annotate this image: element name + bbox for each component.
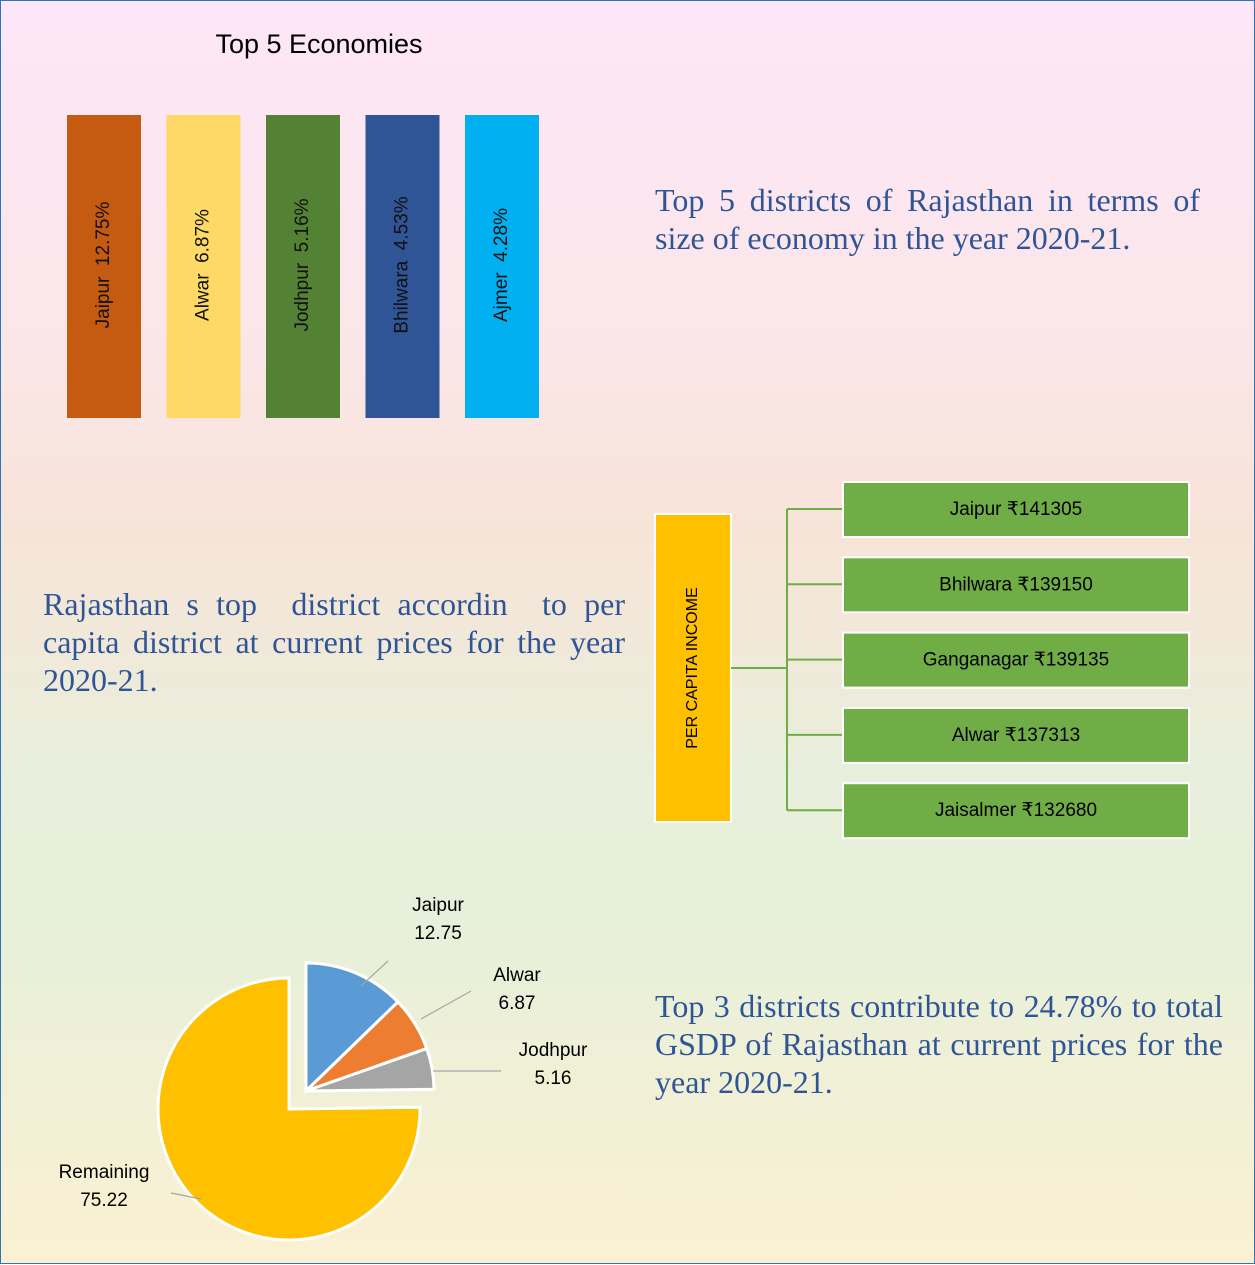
- economy-label: Jaipur 12.75%: [93, 202, 114, 329]
- pie-slice: [305, 1046, 436, 1093]
- economy-box: [266, 115, 340, 418]
- pie-label: Jaipur: [412, 895, 464, 916]
- description: Rajasthan s top district accordin to per…: [43, 586, 633, 698]
- pie-label: Jodhpur: [519, 1040, 588, 1061]
- pie-slice: [304, 961, 401, 1095]
- node-label: Alwar ₹137313: [952, 725, 1080, 746]
- node-label: Ganganagar ₹139135: [923, 650, 1109, 671]
- pie-value: 5.16: [535, 1068, 572, 1089]
- node-box: [842, 706, 1190, 764]
- economy-box: [166, 115, 241, 418]
- node-box: [842, 481, 1190, 538]
- economy-label: Jodhpur 5.16%: [292, 198, 313, 331]
- pie-slice: [156, 976, 422, 1242]
- description: Top 5 districts of Rajasthan in terms of…: [655, 182, 1200, 256]
- node-label: Jaisalmer ₹132680: [935, 800, 1097, 821]
- section-title: Top 5 Economies: [215, 29, 422, 59]
- description: Top 3 districts contribute to 24.78% to …: [655, 988, 1223, 1100]
- pie-label: Remaining: [59, 1162, 150, 1183]
- economy-label: Ajmer 4.28%: [491, 208, 512, 322]
- node-box: [842, 556, 1190, 614]
- pie-value: 6.87: [499, 993, 536, 1014]
- node-label: Jaipur ₹141305: [950, 499, 1083, 520]
- root-box: [654, 513, 732, 823]
- root-label: PER CAPITA INCOME: [684, 587, 701, 749]
- pie-value: 75.22: [80, 1190, 128, 1211]
- economy-box: [365, 115, 440, 418]
- pie-value: 12.75: [414, 923, 462, 944]
- node-box: [842, 782, 1190, 840]
- node-label: Bhilwara ₹139150: [939, 574, 1093, 595]
- economy-label: Bhilwara 4.53%: [392, 196, 413, 333]
- pie-label: Alwar: [493, 965, 541, 986]
- leader-line: [170, 1192, 202, 1200]
- economy-box: [465, 115, 539, 418]
- economy-label: Alwar 6.87%: [193, 209, 214, 321]
- leader-line: [360, 960, 389, 987]
- economy-box: [67, 115, 141, 418]
- node-box: [842, 631, 1190, 689]
- leader-line: [420, 990, 472, 1020]
